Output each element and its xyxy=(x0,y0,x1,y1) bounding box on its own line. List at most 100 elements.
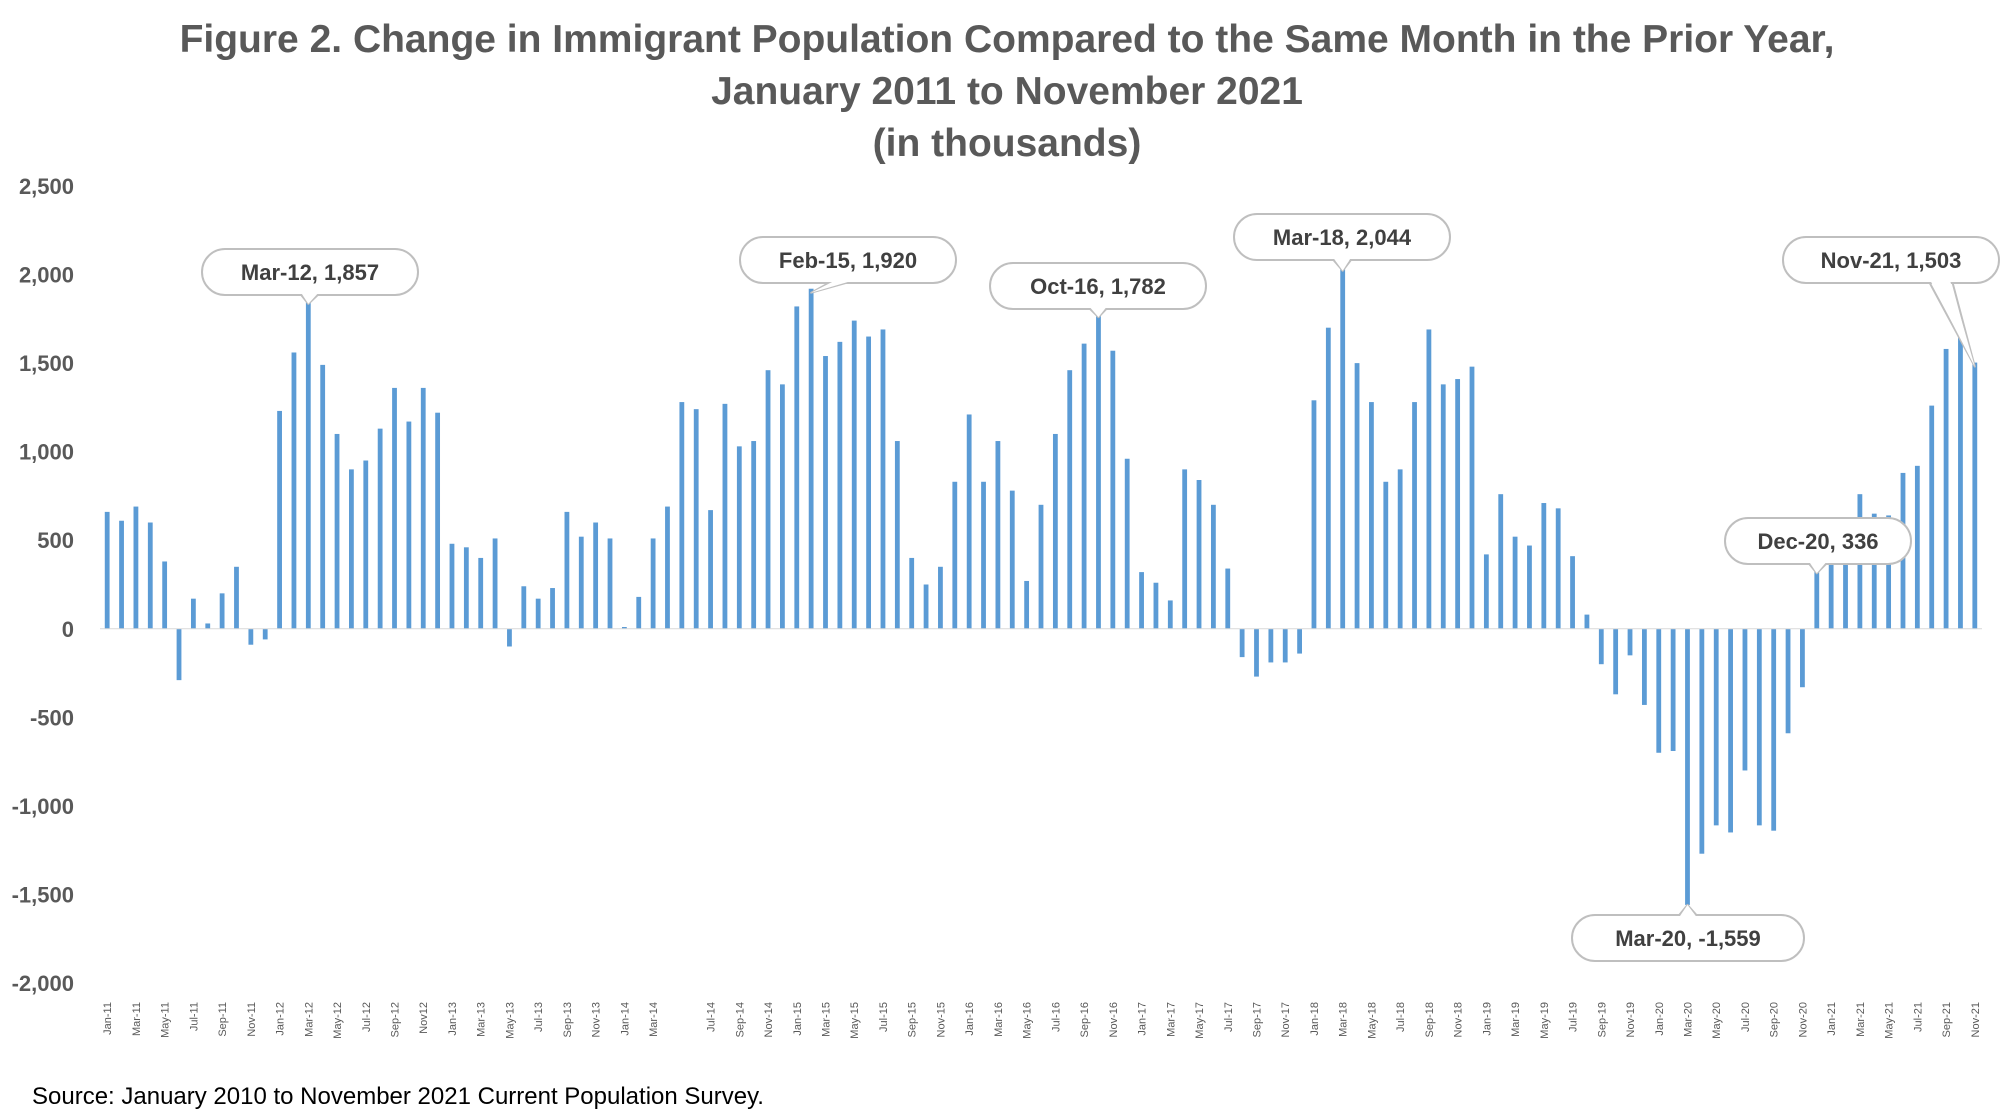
x-tick-label: Jul-11 xyxy=(188,1002,200,1031)
x-tick-label: Nov-17 xyxy=(1280,1002,1292,1037)
bar xyxy=(205,623,211,629)
bar xyxy=(1584,614,1590,629)
bar xyxy=(1268,628,1274,663)
x-tick-label: Jan-15 xyxy=(792,1002,804,1036)
callout: Dec-20, 336 xyxy=(1724,517,1912,575)
bar xyxy=(1814,569,1820,629)
x-tick-label: Jul-14 xyxy=(706,1002,718,1032)
bar xyxy=(435,412,441,629)
x-tick-label: Nov-18 xyxy=(1453,1002,1465,1037)
bar xyxy=(794,306,800,629)
x-tick-label: Sep-14 xyxy=(734,1002,746,1037)
x-tick-label: Jul-18 xyxy=(1395,1002,1407,1032)
bar xyxy=(190,598,196,629)
bar xyxy=(334,433,340,629)
bar xyxy=(1139,572,1144,629)
bar xyxy=(621,627,627,629)
bar xyxy=(1756,628,1762,826)
x-tick-label: Mar-19 xyxy=(1510,1002,1522,1037)
x-tick-label: Mar-20 xyxy=(1682,1002,1694,1037)
bar xyxy=(1110,350,1116,629)
bar xyxy=(1052,433,1058,629)
x-tick-label: Sep-13 xyxy=(562,1002,574,1037)
x-tick-label: Mar-14 xyxy=(648,1002,660,1037)
x-tick-label: Jul-15 xyxy=(878,1002,890,1032)
bar xyxy=(1081,343,1087,629)
bar xyxy=(578,536,584,629)
x-tick-label: Nov-11 xyxy=(246,1002,258,1037)
title-line-1: Figure 2. Change in Immigrant Population… xyxy=(179,18,1835,61)
callout: Mar-12, 1,857 xyxy=(201,248,419,305)
x-tick-label: Mar-18 xyxy=(1338,1002,1350,1037)
bar xyxy=(995,441,1001,629)
y-tick-label: 1,000 xyxy=(19,440,74,465)
bar xyxy=(1440,384,1446,629)
bar xyxy=(248,628,254,645)
bar xyxy=(1009,490,1015,629)
bar xyxy=(1167,600,1173,629)
bar xyxy=(880,329,886,629)
bar xyxy=(349,469,354,629)
bar xyxy=(1210,504,1216,629)
x-tick-label: Sep-12 xyxy=(390,1002,402,1037)
bar xyxy=(636,596,642,629)
source-note: Source: January 2010 to November 2021 Cu… xyxy=(32,1083,764,1110)
bar xyxy=(808,288,814,629)
x-tick-label: Nov-16 xyxy=(1108,1002,1120,1037)
bar xyxy=(1282,628,1288,663)
bar xyxy=(1254,628,1259,677)
x-tick-label: Jan-20 xyxy=(1654,1002,1666,1036)
title-line-2: January 2011 to November 2021 xyxy=(711,70,1303,113)
callout-label: Mar-20, -1,559 xyxy=(1615,926,1761,951)
y-tick-label: 0 xyxy=(62,617,74,642)
bar xyxy=(176,628,182,681)
bar xyxy=(1196,480,1202,629)
callout-label: Feb-15, 1,920 xyxy=(779,248,917,273)
bar xyxy=(1483,554,1489,629)
bar xyxy=(305,299,311,629)
bar xyxy=(1771,628,1777,831)
x-tick-label: Sep-19 xyxy=(1596,1002,1608,1037)
callout-pointer-fill xyxy=(1678,904,1698,919)
x-tick-label: Nov-13 xyxy=(591,1002,603,1037)
bar xyxy=(1153,582,1159,629)
x-tick-label: May-17 xyxy=(1194,1002,1206,1039)
bar xyxy=(1340,266,1346,629)
bar xyxy=(866,336,872,629)
callout-pointer-fill xyxy=(1332,256,1352,271)
y-tick-label: -2,000 xyxy=(12,971,74,996)
x-tick-label: Mar-16 xyxy=(993,1002,1005,1037)
bar xyxy=(607,538,613,629)
callout-label: Oct-16, 1,782 xyxy=(1030,274,1166,299)
x-tick-label: May-21 xyxy=(1884,1002,1896,1039)
callout: Feb-15, 1,920 xyxy=(739,236,957,294)
x-tick-label: Sep-15 xyxy=(907,1002,919,1037)
bar xyxy=(1914,465,1920,629)
x-tick-label: Jul-21 xyxy=(1912,1002,1924,1032)
x-tick-label: Jul-17 xyxy=(1223,1002,1235,1032)
bar xyxy=(1958,318,1963,629)
callout-pointer-fill xyxy=(1088,305,1108,318)
bar xyxy=(478,557,484,629)
bar xyxy=(722,403,728,629)
callout: Mar-20, -1,559 xyxy=(1571,903,1805,962)
y-tick-label: 2,500 xyxy=(19,174,74,199)
y-tick-label: 1,500 xyxy=(19,351,74,376)
x-tick-label: Nov12 xyxy=(418,1002,430,1034)
bar xyxy=(1182,469,1188,629)
x-tick-label: May-11 xyxy=(160,1002,172,1038)
bar xyxy=(1627,628,1633,656)
x-tick-label: May-19 xyxy=(1539,1002,1551,1039)
bar xyxy=(449,543,455,629)
bar xyxy=(133,506,139,629)
bar xyxy=(966,414,972,629)
callout: Nov-21, 1,503 xyxy=(1782,236,2000,368)
x-tick-label: Jan-16 xyxy=(964,1002,976,1036)
callout: Oct-16, 1,782 xyxy=(989,262,1207,319)
bar xyxy=(1929,405,1935,629)
x-tick-label: Jan-13 xyxy=(447,1002,459,1036)
bar xyxy=(262,628,268,640)
x-tick-label: Sep-11 xyxy=(217,1002,229,1037)
y-tick-label: -500 xyxy=(30,705,74,730)
bar xyxy=(851,320,857,629)
